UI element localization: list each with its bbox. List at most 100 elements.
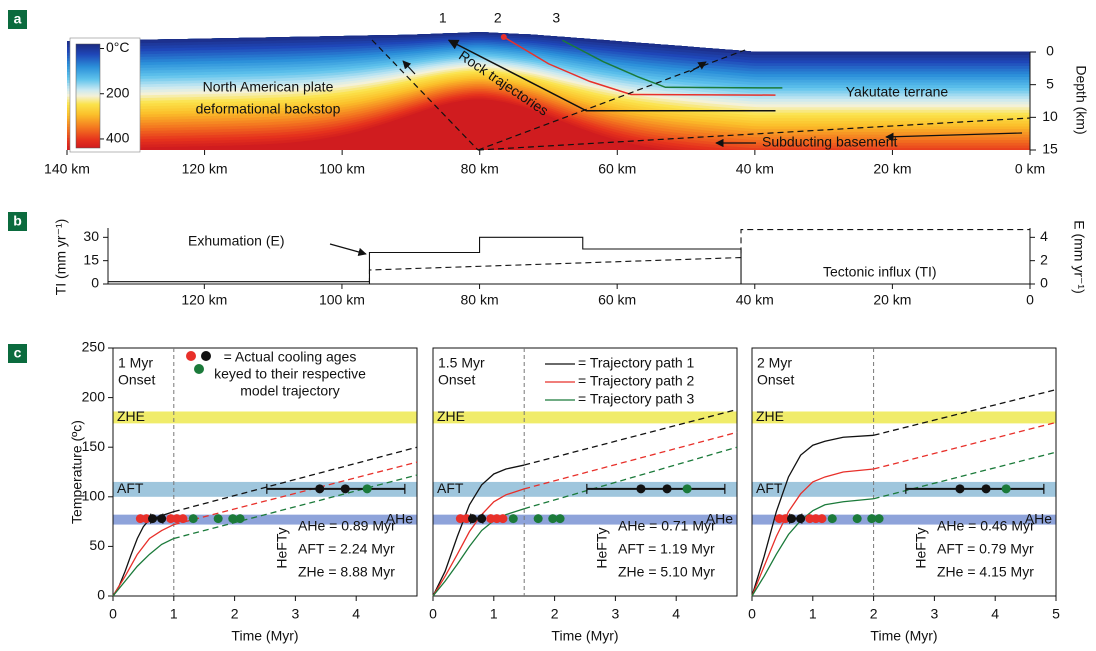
line-trajectory	[751, 468, 874, 597]
band	[433, 481, 737, 497]
model-result: ZHe = 8.88 Myr	[298, 564, 395, 580]
x-tick-label: 80 km	[460, 292, 498, 308]
panel-label: b	[13, 213, 22, 229]
cooling-age	[548, 514, 558, 524]
legend-dot	[201, 351, 211, 361]
band-label: AFT	[756, 480, 783, 496]
model-result: AHe = 0.71 Myr	[618, 518, 716, 534]
model-result: AFT = 1.19 Myr	[618, 541, 715, 557]
step-line	[368, 229, 1030, 284]
model-result: AHe = 0.46 Myr	[937, 518, 1035, 534]
panel-label: a	[14, 11, 22, 27]
legend-label: = Trajectory path 2	[578, 373, 695, 389]
band	[752, 481, 1056, 497]
trajectory	[561, 39, 783, 89]
arrow	[402, 60, 416, 75]
x-tick-label: 4	[672, 606, 680, 622]
line-projection	[524, 446, 738, 510]
y-tick-label: 10	[1042, 108, 1058, 124]
x-tick-label: 2	[870, 606, 878, 622]
line-projection	[873, 421, 1057, 470]
cooling-age	[188, 514, 198, 524]
annotation: deformational backstop	[196, 101, 341, 117]
colorbar-label: 400	[106, 130, 130, 146]
cooling-age	[555, 514, 565, 524]
onset-label: Onset	[757, 372, 794, 388]
dashed-trajectory	[477, 49, 746, 151]
onset-label: Onset	[118, 372, 155, 388]
y-axis-label: Depth (km)	[1073, 65, 1089, 134]
onset-label: 2 Myr	[757, 355, 792, 371]
annotation: Yakutate terrane	[846, 84, 949, 100]
y-tick-label: 150	[82, 438, 106, 454]
trajectory-label: 3	[552, 10, 560, 26]
x-tick-label: 0	[1026, 292, 1034, 308]
cooling-age	[477, 514, 487, 524]
x-tick-label: 1	[809, 606, 817, 622]
trajectory-label: 1	[439, 10, 447, 26]
cooling-age	[157, 514, 167, 524]
line-trajectory	[432, 464, 525, 597]
cooling-age	[340, 484, 350, 494]
x-tick-label: 100 km	[319, 161, 365, 177]
legend-dot	[186, 351, 196, 361]
panel-badge	[8, 10, 27, 29]
y-tick-label: 15	[1042, 141, 1058, 157]
model-result: ZHe = 4.15 Myr	[937, 564, 1034, 580]
line-projection	[873, 389, 1057, 436]
arrow	[689, 61, 707, 73]
band-label: AHe	[1025, 510, 1052, 526]
x-tick-label: 120 km	[182, 161, 228, 177]
colorbar-label: 0°C	[106, 39, 130, 55]
x-tick-label: 0 km	[1015, 161, 1045, 177]
x-tick-label: 3	[292, 606, 300, 622]
legend-label: = Trajectory path 3	[578, 391, 695, 407]
colorbar	[75, 43, 101, 149]
line-trajectory	[751, 498, 874, 597]
series-label: Tectonic influx (TI)	[823, 264, 937, 280]
y-tick-label: 250	[82, 339, 106, 355]
cooling-age	[228, 514, 238, 524]
x-axis-label: Time (Myr)	[551, 628, 618, 644]
y-tick-label: 0	[91, 275, 99, 291]
model-result: AFT = 0.79 Myr	[937, 541, 1034, 557]
x-tick-label: 4	[991, 606, 999, 622]
band-label: AFT	[117, 480, 144, 496]
plot-frame	[432, 347, 738, 597]
x-tick-label: 40 km	[736, 292, 774, 308]
model-result: ZHe = 5.10 Myr	[618, 564, 715, 580]
trajectory	[447, 39, 776, 112]
band	[113, 481, 417, 497]
cooling-age	[362, 484, 372, 494]
legend-text: keyed to their respective	[214, 366, 366, 382]
x-tick-label: 0	[748, 606, 756, 622]
cooling-age	[235, 514, 245, 524]
x-tick-label: 60 km	[598, 161, 636, 177]
y2-tick-label: 0	[1040, 275, 1048, 291]
panel-badge	[8, 212, 27, 231]
legend-dot	[194, 364, 204, 374]
model-label: HeFTy	[913, 527, 929, 568]
x-tick-label: 140 km	[44, 161, 90, 177]
annotation: North American plate	[203, 79, 334, 95]
x-tick-label: 0	[429, 606, 437, 622]
band	[113, 411, 417, 424]
line-trajectory	[432, 488, 525, 597]
x-tick-label: 100 km	[319, 292, 365, 308]
cooling-age	[498, 514, 508, 524]
cooling-age	[636, 484, 646, 494]
annotation: Subducting basement	[762, 134, 898, 150]
y-axis-label: Temperature (ºc)	[69, 420, 85, 524]
onset-label: Onset	[438, 372, 475, 388]
band-label: AHe	[706, 510, 733, 526]
y-tick-label: 30	[83, 228, 99, 244]
cooling-age	[682, 484, 692, 494]
x-tick-label: 20 km	[873, 161, 911, 177]
colorbar-label: 200	[106, 84, 130, 100]
cooling-age	[315, 484, 325, 494]
y-tick-label: 5	[1046, 75, 1054, 91]
band-label: ZHE	[437, 408, 465, 424]
onset-label: 1.5 Myr	[438, 355, 485, 371]
line-projection	[524, 408, 738, 466]
